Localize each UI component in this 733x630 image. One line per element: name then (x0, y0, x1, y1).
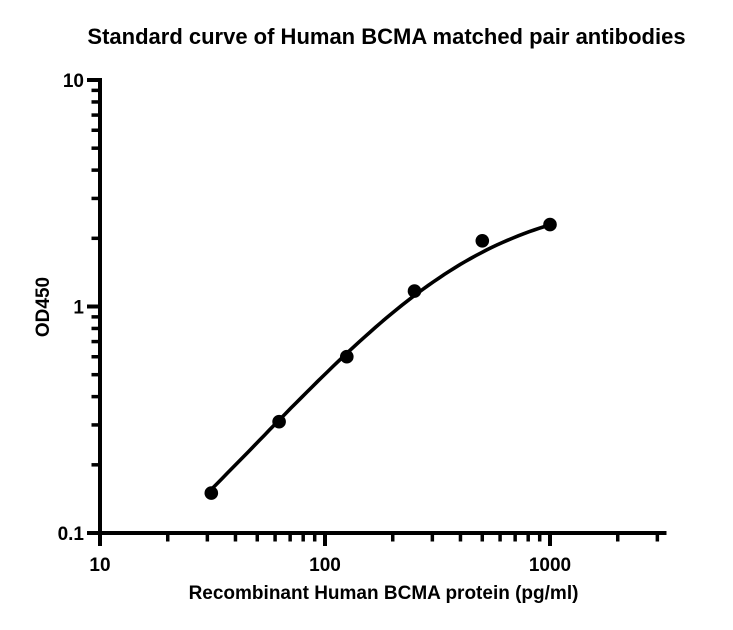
data-point (204, 486, 219, 500)
data-point (543, 217, 557, 232)
data-point (407, 284, 422, 298)
data-point (272, 414, 286, 429)
x-tick-label: 100 (309, 555, 341, 576)
fit-curve (209, 223, 552, 492)
y-tick-label: 1 (73, 298, 84, 319)
y-tick-label: 10 (63, 71, 84, 92)
x-tick-label: 1000 (529, 555, 571, 576)
chart-title: Standard curve of Human BCMA matched pai… (87, 24, 686, 49)
y-tick-label: 0.1 (58, 524, 85, 545)
x-tick-label: 10 (89, 555, 110, 576)
data-point (475, 234, 490, 248)
data-point (340, 349, 354, 364)
x-axis-title: Recombinant Human BCMA protein (pg/ml) (188, 583, 579, 604)
y-axis-title: OD450 (33, 276, 54, 338)
